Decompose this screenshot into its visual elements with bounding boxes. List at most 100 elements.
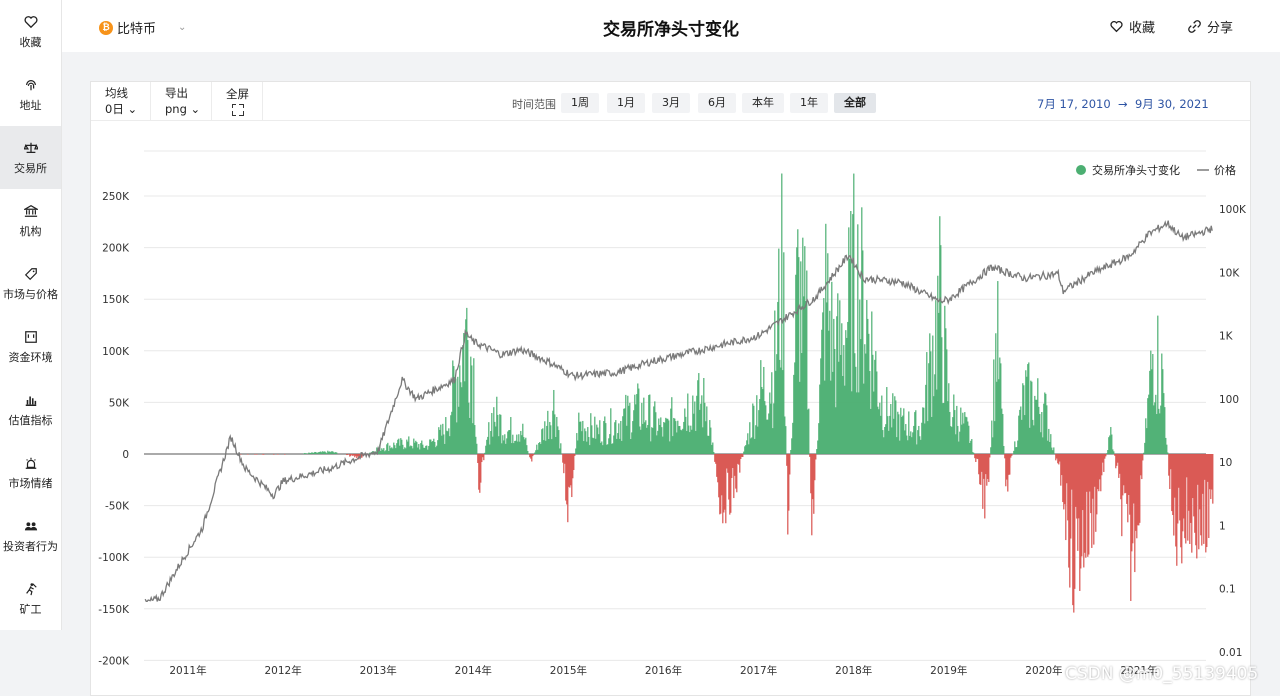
netflow-bar: [696, 395, 698, 454]
sidebar-item-sentiment[interactable]: 市场情绪: [0, 441, 61, 504]
netflow-bar: [426, 445, 428, 454]
netflow-bar: [1185, 454, 1187, 544]
legend-netflow-marker: [1076, 165, 1086, 175]
range-button-all[interactable]: 全部: [834, 93, 876, 113]
netflow-bar: [845, 330, 847, 454]
netflow-bar: [822, 312, 824, 454]
fullscreen-icon[interactable]: [231, 103, 244, 116]
netflow-bar: [1019, 409, 1021, 454]
sidebar-item-institution[interactable]: 机构: [0, 189, 61, 252]
netflow-bar: [429, 439, 431, 454]
netflow-bar: [536, 444, 538, 454]
netflow-bar: [319, 451, 321, 454]
netflow-bar: [1035, 399, 1037, 454]
netflow-bar: [1072, 454, 1074, 606]
netflow-bar: [376, 447, 378, 454]
ma-value[interactable]: 0日 ⌄: [105, 102, 138, 116]
y-left-tick-label: -200K: [98, 655, 130, 667]
netflow-bar: [922, 407, 924, 454]
export-control[interactable]: 导出 png ⌄: [151, 82, 212, 121]
netflow-bar: [1131, 454, 1133, 552]
sidebar-item-funding[interactable]: 资金环境: [0, 315, 61, 378]
netflow-bar: [588, 436, 590, 454]
sidebar-item-investor[interactable]: 投资者行为: [0, 504, 61, 567]
miner-icon: [23, 581, 39, 597]
netflow-bar: [1081, 454, 1083, 557]
netflow-bar: [489, 444, 491, 454]
netflow-bar: [978, 454, 980, 475]
range-button-3m[interactable]: 3月: [652, 93, 690, 113]
sidebar-item-miner[interactable]: 矿工: [0, 567, 61, 630]
netflow-bar: [1064, 454, 1066, 505]
netflow-bar: [647, 425, 649, 454]
sidebar-item-exchange[interactable]: 交易所: [0, 126, 61, 189]
netflow-bar: [565, 454, 567, 501]
export-value[interactable]: png ⌄: [165, 102, 201, 116]
share-button[interactable]: 分享: [1188, 17, 1233, 36]
netflow-bar: [856, 392, 858, 454]
netflow-bar: [959, 431, 961, 454]
range-button-1w[interactable]: 1周: [561, 93, 599, 113]
netflow-bar: [573, 454, 575, 470]
netflow-bar: [838, 361, 840, 454]
netflow-bar: [474, 425, 476, 454]
netflow-bar: [1208, 454, 1210, 539]
range-button-ytd[interactable]: 本年: [742, 93, 784, 113]
range-button-6m[interactable]: 6月: [698, 93, 736, 113]
netflow-bar: [574, 454, 576, 456]
sidebar-item-favorites[interactable]: 收藏: [0, 0, 61, 63]
netflow-bar: [1100, 454, 1102, 492]
netflow-chart[interactable]: 250K 200K 150K 100K 50K 0 -50K -100K -150K -200K 1…: [91, 122, 1251, 696]
netflow-bar: [759, 399, 761, 454]
netflow-bar: [558, 430, 560, 454]
netflow-bar: [346, 454, 348, 456]
netflow-bar: [450, 415, 452, 454]
netflow-bar: [762, 389, 764, 454]
netflow-bar: [445, 417, 447, 454]
favorite-button[interactable]: 收藏: [1110, 17, 1155, 36]
netflow-bar: [1212, 454, 1214, 504]
netflow-bar: [1192, 454, 1194, 499]
netflow-bar: [414, 442, 416, 454]
netflow-bar: [689, 432, 691, 454]
netflow-bar: [546, 425, 548, 454]
netflow-bar: [330, 452, 332, 454]
netflow-bar: [530, 454, 532, 459]
netflow-bar: [773, 403, 775, 454]
netflow-bar: [698, 373, 700, 454]
netflow-bar: [415, 440, 417, 454]
netflow-bar: [869, 371, 871, 454]
netflow-bar: [981, 454, 983, 472]
netflow-bar: [926, 352, 928, 454]
sidebar-item-address[interactable]: 地址: [0, 63, 61, 126]
x-tick-label: 2019年: [930, 664, 967, 677]
netflow-bar: [837, 293, 839, 454]
netflow-bar: [954, 410, 956, 454]
range-button-1m[interactable]: 1月: [607, 93, 645, 113]
range-button-1y[interactable]: 1年: [790, 93, 828, 113]
netflow-bar: [958, 441, 960, 454]
moving-average-control[interactable]: 均线 0日 ⌄: [91, 82, 151, 121]
coin-selector[interactable]: ₿ 比特币 ⌄: [99, 18, 186, 37]
netflow-bar: [519, 441, 521, 454]
netflow-bar: [775, 370, 777, 454]
date-range[interactable]: 7月 17, 2010 → 9月 30, 2021: [1037, 96, 1209, 112]
netflow-bar: [1109, 435, 1111, 454]
netflow-bar: [1051, 447, 1053, 454]
netflow-bar: [651, 427, 653, 454]
x-tick-label: 2020年: [1025, 664, 1062, 677]
sidebar-item-valuation[interactable]: 估值指标: [0, 378, 61, 441]
netflow-bar: [690, 425, 692, 454]
netflow-bar: [663, 422, 665, 454]
netflow-bar: [254, 454, 256, 455]
netflow-bar: [632, 421, 634, 454]
netflow-bar: [1011, 454, 1013, 456]
sidebar-item-market-price[interactable]: 市场与价格: [0, 252, 61, 315]
netflow-bar: [1097, 454, 1099, 490]
netflow-bar: [801, 353, 803, 454]
netflow-bar: [1055, 454, 1057, 461]
netflow-bar: [881, 395, 883, 454]
netflow-bar: [1174, 454, 1176, 498]
fullscreen-control[interactable]: 全屏: [212, 82, 263, 121]
netflow-bar: [1152, 354, 1154, 454]
